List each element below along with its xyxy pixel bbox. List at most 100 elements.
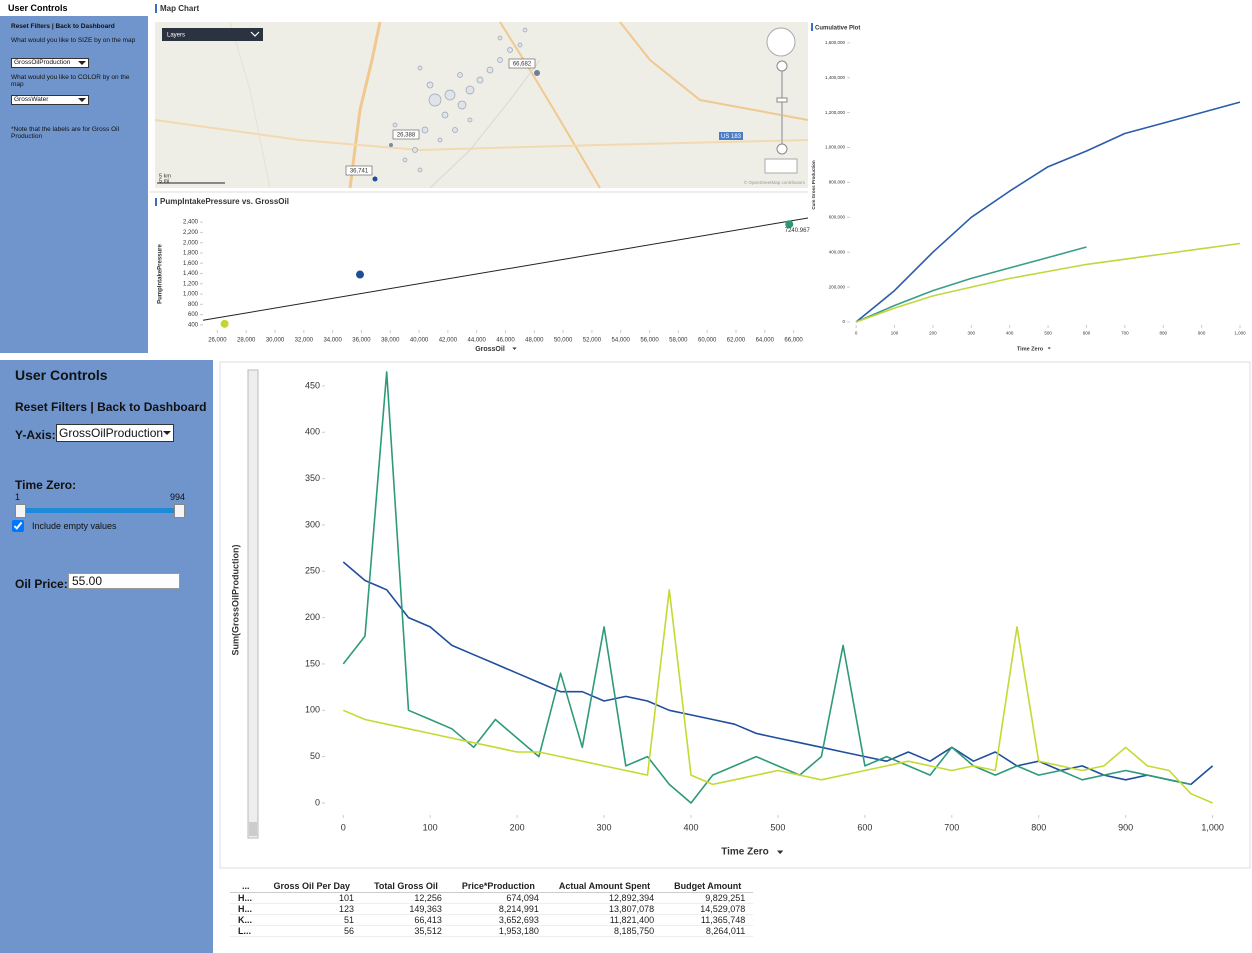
road [348,21,382,189]
axis-dropdown-arrow [512,347,517,350]
table-cell: 8,214,991 [449,903,547,915]
table-cell: 11,821,400 [546,914,663,926]
x-tick-label: 100 [423,822,438,832]
column-header[interactable]: Total Gross Oil [362,880,450,893]
x-tick-label: 300 [968,331,976,336]
back-link[interactable]: Back to Dashboard [97,400,207,414]
table-cell: H... [230,903,262,915]
table-cell: L... [230,925,262,937]
x-tick-label: 300 [597,822,612,832]
size-select[interactable]: GrossOilProduction [11,58,89,68]
slider-track[interactable] [20,508,178,513]
y-axis-label: Sum(GrossOilProduction) [230,544,240,655]
column-header[interactable]: Actual Amount Spent [546,880,663,893]
scrollbar[interactable] [247,369,259,839]
data-table: ... Gross Oil Per Day Total Gross Oil Price… [230,880,754,937]
column-header[interactable]: Gross Oil Per Day [261,880,363,893]
y-axis-select[interactable]: GrossOilProduction [56,424,174,442]
scatter-point [220,319,229,328]
road [619,21,809,121]
table-cell: 12,892,394 [546,892,663,904]
x-tick-label: 800 [1159,331,1167,336]
color-prompt: What would you like to COLOR by on the m… [11,74,130,88]
table-cell: 66,413 [362,914,450,926]
slider-handle[interactable] [15,504,26,518]
road [154,119,809,152]
x-tick-label: 30,000 [266,338,285,344]
x-tick-label: 40,000 [410,338,429,344]
x-tick-label: 64,000 [756,338,775,344]
y-tick-label: 1,400 [183,271,199,277]
control-panel: Reset Filters | Back to Dashboard What w… [0,16,148,353]
table-cell: 8,185,750 [546,925,663,937]
table-cell: 14,529,078 [662,903,754,915]
y-tick-label: 0 [315,797,320,807]
x-tick-label: 48,000 [525,338,544,344]
y-tick-label: 300 [305,519,320,529]
table-cell: 11,365,748 [662,914,754,926]
zoom-in[interactable] [776,60,788,72]
time-zero-label: Time Zero: [15,478,77,492]
slider-handle[interactable] [174,504,185,518]
layers-dropdown[interactable] [162,28,263,41]
x-tick-label: 26,000 [208,338,227,344]
series-line [855,101,1241,323]
x-tick-label: 500 [1044,331,1052,336]
scrollbar-button[interactable] [249,822,257,836]
map-label: 36,741 [350,169,369,175]
y-tick-label: 800 [188,302,199,308]
oil-price-input[interactable]: 55.00 [68,573,180,589]
x-tick-label: 0 [341,822,346,832]
trendline [202,217,809,321]
map-label-box [392,129,420,140]
column-header[interactable]: Budget Amount [662,880,754,893]
y-tick-label: 400,000 [829,249,846,254]
oil-price-label: Oil Price: [15,577,68,591]
map-tools[interactable] [764,158,798,174]
x-tick-label: 600 [1083,331,1091,336]
panel-title: User Controls [8,3,68,13]
chart-title: Cumulative Plot [815,26,860,32]
x-tick-label: 46,000 [496,338,515,344]
y-tick-label: 100 [305,705,320,715]
slider-min: 1 [15,492,21,502]
x-tick-label: 58,000 [669,338,688,344]
y-axis-label: Cum Gross Production [811,160,816,210]
size-prompt: What would you like to SIZE by on the ma… [11,37,136,44]
x-tick-label: 54,000 [612,338,631,344]
x-tick-label: 28,000 [237,338,256,344]
x-tick-label: 60,000 [698,338,717,344]
map-label: 26,388 [397,133,416,139]
color-select[interactable]: GrossWater [11,95,89,105]
x-tick-label: 600 [857,822,872,832]
x-axis-label: GrossOil [475,346,505,353]
reset-link[interactable]: Reset Filters [11,23,51,30]
layers-label: Layers [167,33,185,39]
map: 66,682 26,388 36,741 US 183 Layers 5 km … [154,21,809,189]
road-shield [719,132,743,140]
include-empty-label: Include empty values [32,521,117,531]
table-body: H... 101 12,256 674,094 12,892,394 9,829,251 H… [230,892,754,937]
series-line [342,589,1213,804]
include-empty-checkbox[interactable] [12,520,24,532]
zoom-out[interactable] [776,143,788,155]
x-tick-label: 900 [1118,822,1133,832]
zoom-handle[interactable] [776,97,788,103]
x-axis-label: Time Zero [1017,346,1044,352]
scatter-point [356,270,365,279]
road [499,21,601,189]
y-tick-label: 1,600 [183,261,199,267]
y-tick-label: 250 [305,566,320,576]
back-link[interactable]: Back to Dashboard [55,23,115,30]
y-tick-label: 2,000 [183,240,199,246]
y-tick-label: 200 [305,612,320,622]
column-header[interactable]: ... [230,880,262,893]
table-row: L... 56 35,512 1,953,180 8,185,750 8,264,011 [230,925,754,937]
table-row: H... 101 12,256 674,094 12,892,394 9,829,251 [230,892,754,904]
table-cell: 35,512 [362,925,450,937]
column-header[interactable]: Price*Production [449,880,547,893]
scatter-point [785,220,794,229]
reset-link[interactable]: Reset Filters [15,400,88,414]
pan-control[interactable] [766,27,796,57]
